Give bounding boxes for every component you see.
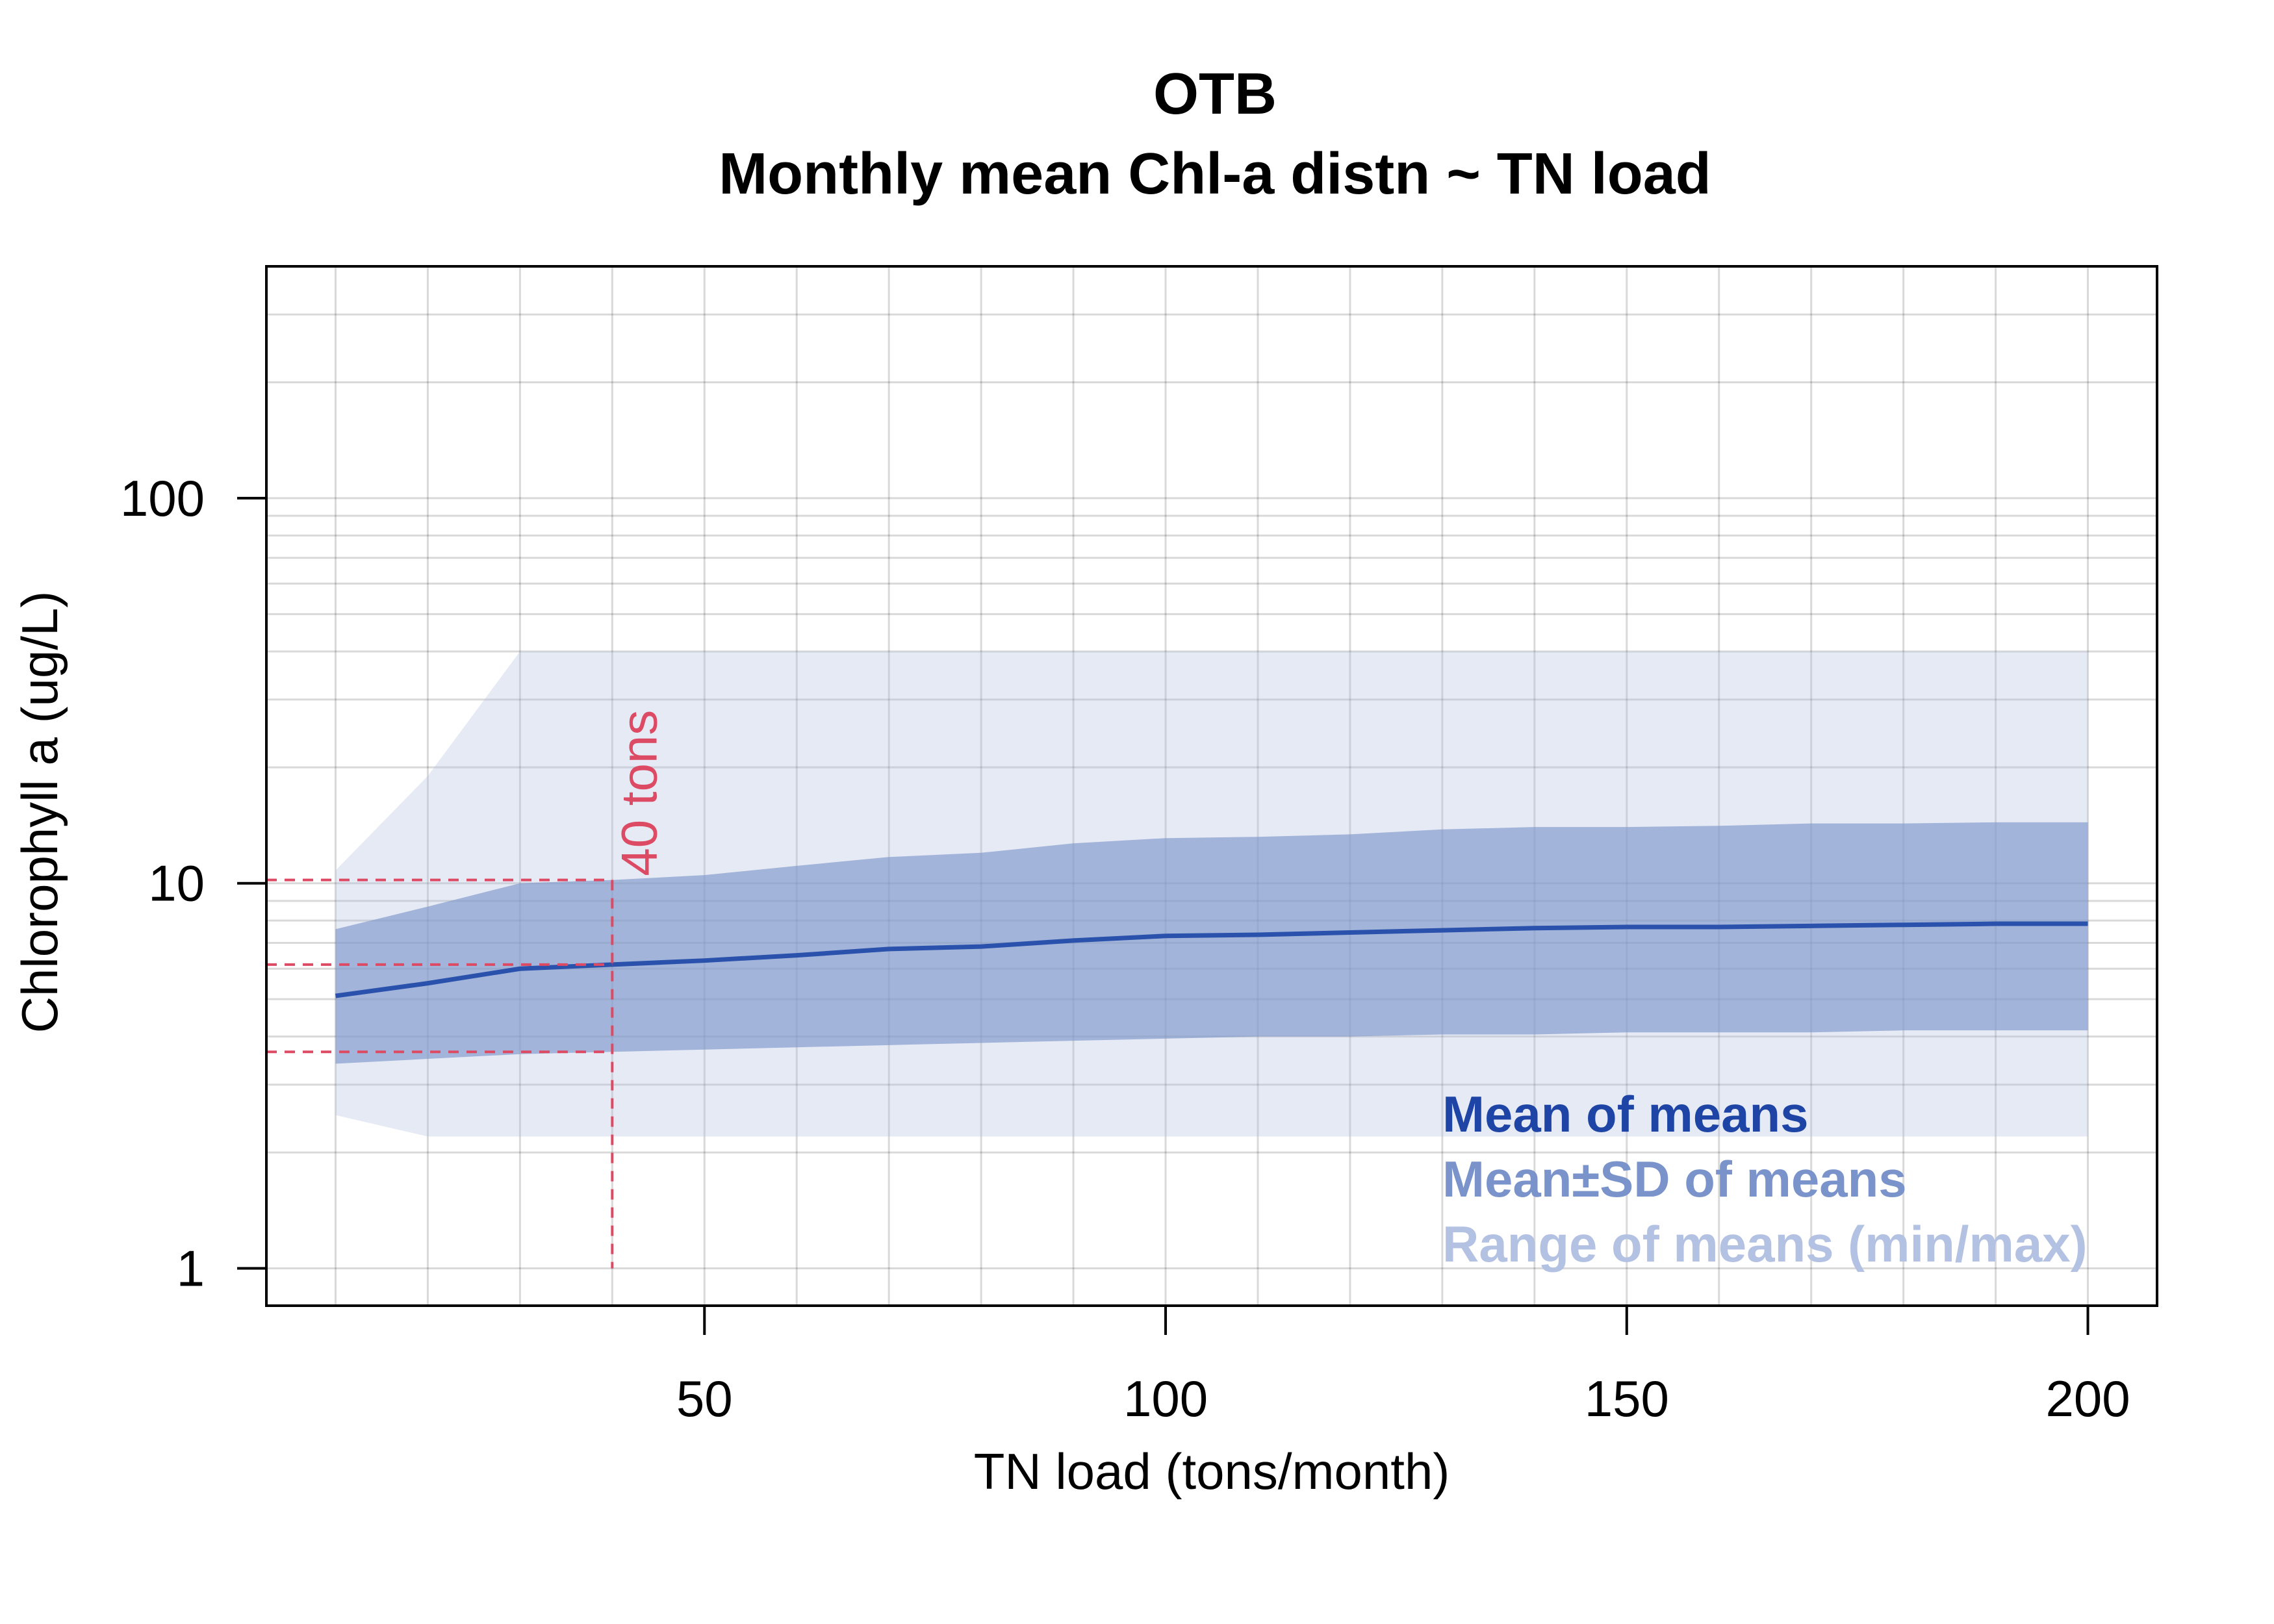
- x-tick-label: 50: [676, 1370, 733, 1427]
- x-tick-label: 150: [1585, 1370, 1669, 1427]
- legend-sd: Mean±SD of means: [1442, 1150, 1907, 1208]
- bands: [335, 651, 2088, 1137]
- reference-lines: 40 tons: [266, 710, 667, 1269]
- y-tick-label: 10: [148, 855, 205, 912]
- y-axis-title: Chlorophyll a (ug/L): [11, 591, 68, 1034]
- x-tick-label: 100: [1123, 1370, 1208, 1427]
- y-axis: 1 10 100: [120, 470, 266, 1297]
- legend-range: Range of means (min/max): [1442, 1215, 2088, 1273]
- sd-band: [335, 822, 2088, 1064]
- legend: Mean of means Mean±SD of means Range of me…: [1442, 1085, 2088, 1273]
- legend-mean: Mean of means: [1442, 1085, 1808, 1143]
- x-axis-title: TN load (tons/month): [974, 1443, 1450, 1500]
- y-tick-label: 100: [120, 470, 205, 527]
- plot-frame: [265, 265, 2158, 1307]
- series-lines: [335, 921, 2088, 998]
- y-tick-label: 1: [177, 1240, 205, 1297]
- x-tick-label: 200: [2045, 1370, 2130, 1427]
- chart-subtitle: Monthly mean Chl-a distn ~ TN load: [719, 142, 1711, 207]
- chart-title: OTB: [1153, 62, 1277, 127]
- mean-line: [335, 921, 2088, 998]
- reference-label: 40 tons: [610, 710, 667, 876]
- x-axis: 50 100 150 200: [676, 1306, 2130, 1427]
